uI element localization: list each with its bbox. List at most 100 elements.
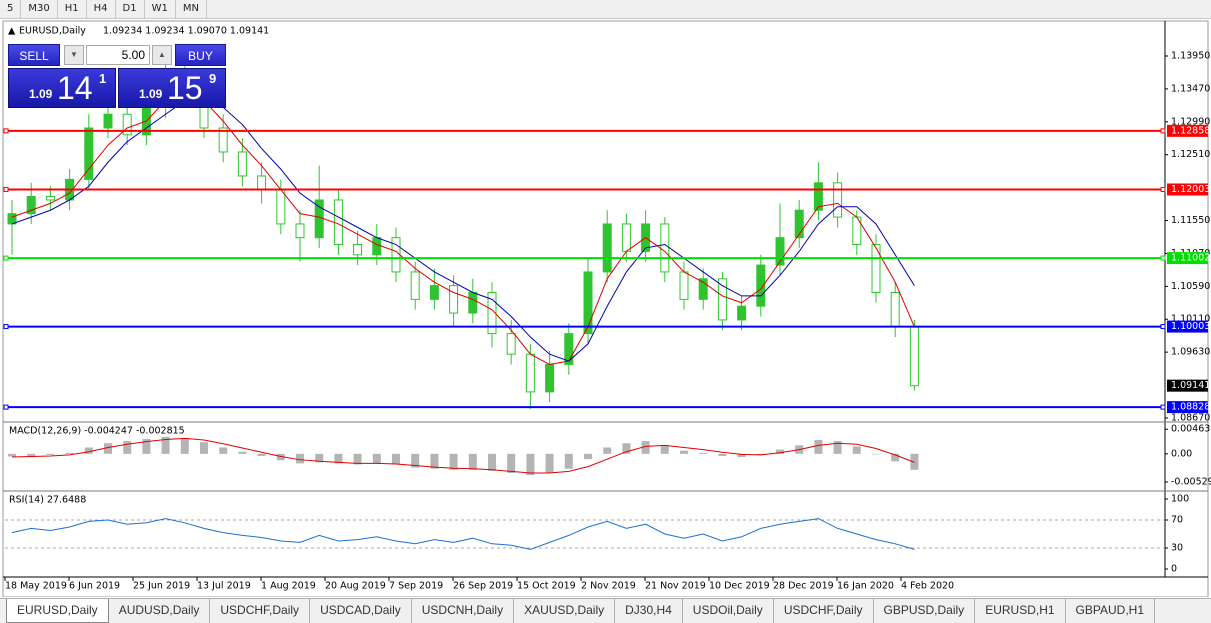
chart-tab[interactable]: USDCNH,Daily [412, 599, 515, 623]
buy-price[interactable]: 1.09 15 9 [118, 68, 226, 108]
y-tick-label: 1.12990 [1171, 116, 1210, 127]
chart-tab[interactable]: USDCHF,Daily [210, 599, 311, 623]
one-click-trading-panel: SELL ▼ 5.00 ▲ BUY 1.09 14 1 1.09 15 9 [8, 44, 226, 108]
y-tick-label: -0.005299 [1171, 477, 1211, 488]
y-tick-label: 1.13950 [1171, 51, 1210, 62]
x-tick-label: 21 Nov 2019 [645, 581, 706, 592]
chart-tab[interactable]: GBPUSD,Daily [874, 599, 976, 623]
candle-body [295, 223, 305, 239]
candle-body [833, 182, 843, 218]
macd-bar [603, 447, 612, 454]
macd-bar [622, 443, 631, 454]
y-tick-label: 0.00463 [1171, 424, 1210, 435]
candle-body [314, 199, 324, 239]
y-tick-label: 1.08670 [1171, 412, 1210, 423]
chart-tab[interactable]: EURUSD,H1 [975, 599, 1066, 623]
candle-body [602, 223, 612, 273]
macd-bar [392, 453, 400, 465]
macd-title: MACD(12,26,9) -0.004247 -0.002815 [9, 426, 185, 437]
chart-tab[interactable]: USDOil,Daily [683, 599, 774, 623]
macd-bar [891, 453, 900, 462]
x-tick-label: 2 Nov 2019 [581, 581, 636, 592]
timeframe-button[interactable]: MN [176, 0, 207, 18]
macd-bar [8, 453, 16, 457]
sell-button[interactable]: SELL [8, 44, 60, 66]
x-tick-label: 10 Dec 2019 [709, 581, 770, 592]
x-tick-label: 1 Aug 2019 [261, 581, 316, 592]
macd-signal [11, 437, 915, 474]
candle-body [909, 326, 919, 387]
y-tick-label: 1.13470 [1171, 83, 1210, 94]
macd-bar [545, 453, 554, 473]
sell-price[interactable]: 1.09 14 1 [8, 68, 116, 108]
ohlc-header: 1.09234 1.09234 1.09070 1.09141 [103, 26, 269, 37]
level-handle [1160, 255, 1166, 261]
x-tick-label: 15 Oct 2019 [517, 581, 576, 592]
chart-tab[interactable]: DJ30,H4 [615, 599, 683, 623]
x-tick-label: 28 Dec 2019 [773, 581, 834, 592]
level-label-box [1167, 320, 1208, 333]
level-label: 1.12003 [1171, 184, 1210, 195]
timeframe-button[interactable]: W1 [145, 0, 176, 18]
candle-body [276, 189, 286, 225]
timeframe-button[interactable]: M30 [21, 0, 58, 18]
timeframe-button[interactable]: H1 [58, 0, 87, 18]
chart-tab[interactable]: GBPAUD,H1 [1066, 599, 1156, 623]
candle-body [813, 182, 823, 211]
macd-bar [334, 453, 343, 464]
price-plot [7, 62, 919, 410]
macd-bar [84, 447, 93, 454]
y-tick-label: 30 [1171, 543, 1183, 554]
chart-tab[interactable]: USDCHF,Daily [774, 599, 874, 623]
x-tick-label: 25 Jun 2019 [133, 581, 190, 592]
candle-body [7, 213, 17, 225]
candle-body [698, 278, 708, 300]
macd-bar [660, 445, 669, 454]
chart-tab[interactable]: EURUSD,Daily [6, 599, 109, 623]
macd-bar [814, 440, 823, 454]
current-price-label: 1.09141 [1171, 380, 1210, 391]
y-tick-label: 70 [1171, 515, 1183, 526]
macd-bar [526, 453, 535, 476]
candle-body [410, 271, 420, 300]
timeframe-button[interactable]: D1 [116, 0, 145, 18]
macd-bar [276, 453, 285, 461]
level-label-box [1167, 401, 1208, 414]
candle-body [103, 113, 113, 129]
level-handle [1160, 404, 1166, 410]
macd-bar [507, 453, 516, 473]
level-label: 1.08828 [1171, 402, 1210, 413]
level-label-box [1167, 252, 1208, 265]
x-tick-label: 26 Sep 2019 [453, 581, 513, 592]
x-tick-label: 13 Jul 2019 [197, 581, 251, 592]
y-tick-label: 1.11550 [1171, 215, 1210, 226]
timeframe-toolbar: 5 M30 H1 H4 D1 W1 MN [0, 0, 1211, 19]
macd-bar [315, 453, 324, 463]
candle-body [333, 199, 343, 246]
y-tick-label: 0.00 [1171, 448, 1192, 459]
chart-tab[interactable]: AUDUSD,Daily [109, 599, 211, 623]
macd-bar [104, 443, 112, 454]
macd-bar [238, 451, 247, 454]
buy-button[interactable]: BUY [175, 44, 226, 66]
volume-up[interactable]: ▲ [152, 45, 172, 65]
timeframe-button[interactable]: H4 [87, 0, 116, 18]
x-tick-label: 4 Feb 2020 [901, 581, 954, 592]
y-tick-label: 1.10590 [1171, 281, 1210, 292]
macd-bar [372, 453, 381, 464]
rsi-line [11, 518, 915, 550]
level-label: 1.12858 [1171, 125, 1210, 136]
timeframe-button[interactable]: 5 [0, 0, 22, 18]
level-label: 1.10003 [1171, 321, 1210, 332]
volume-down[interactable]: ▼ [64, 45, 84, 65]
y-tick-label: 100 [1171, 494, 1189, 505]
price-big: 14 [57, 70, 93, 106]
volume-input[interactable]: 5.00 [86, 45, 150, 65]
level-handle [3, 186, 9, 192]
chart-tab[interactable]: XAUUSD,Daily [514, 599, 616, 623]
x-tick-label: 20 Aug 2019 [325, 581, 386, 592]
candle-body [122, 113, 132, 136]
macd-bar [680, 450, 688, 454]
chart-tab[interactable]: USDCAD,Daily [310, 599, 412, 623]
